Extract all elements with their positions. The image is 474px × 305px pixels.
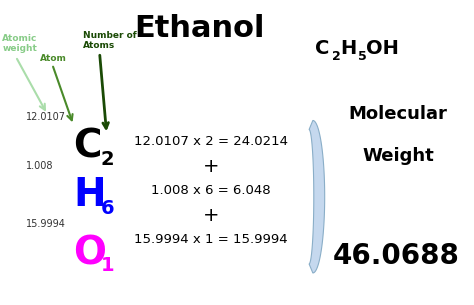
Text: 5: 5 xyxy=(358,50,366,63)
Text: 1: 1 xyxy=(101,257,115,275)
Text: 46.0688: 46.0688 xyxy=(332,242,459,270)
Text: 15.9994 x 1 = 15.9994: 15.9994 x 1 = 15.9994 xyxy=(134,233,288,246)
Text: +: + xyxy=(203,157,219,176)
Text: Molecular: Molecular xyxy=(349,105,447,124)
Text: C: C xyxy=(73,127,102,165)
Polygon shape xyxy=(309,120,325,273)
Text: +: + xyxy=(203,206,219,224)
Text: OH: OH xyxy=(366,39,399,58)
Text: Atom: Atom xyxy=(40,53,67,63)
Text: 2: 2 xyxy=(332,50,340,63)
Text: C: C xyxy=(315,39,329,58)
Text: Number of
Atoms: Number of Atoms xyxy=(83,31,137,50)
Text: 1.008 x 6 = 6.048: 1.008 x 6 = 6.048 xyxy=(151,184,271,197)
Text: Weight: Weight xyxy=(362,146,434,165)
Text: O: O xyxy=(73,234,107,272)
Text: H: H xyxy=(340,39,356,58)
Text: 1.008: 1.008 xyxy=(26,161,54,171)
Text: 6: 6 xyxy=(101,199,115,217)
Text: 2: 2 xyxy=(101,150,115,169)
Text: 12.0107 x 2 = 24.0214: 12.0107 x 2 = 24.0214 xyxy=(134,135,288,148)
Text: Ethanol: Ethanol xyxy=(134,14,264,43)
Text: H: H xyxy=(73,176,106,214)
Text: 15.9994: 15.9994 xyxy=(26,219,66,229)
Text: Atomic
weight: Atomic weight xyxy=(2,34,38,53)
Text: 12.0107: 12.0107 xyxy=(26,112,66,122)
